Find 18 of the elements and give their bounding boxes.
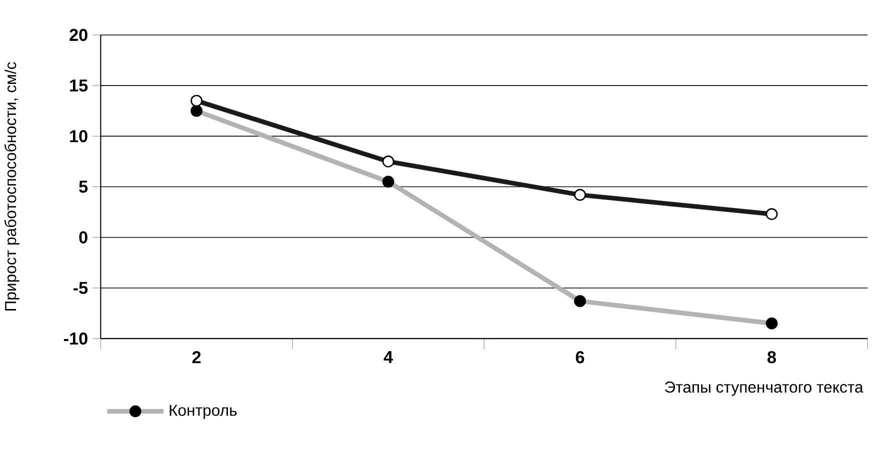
y-tick-label: 10 <box>70 130 88 142</box>
x-axis-title: Этапы ступенчатого текста <box>664 381 864 396</box>
y-tick-label: -5 <box>73 282 88 294</box>
x-tick-label: 8 <box>767 350 776 364</box>
point <box>190 94 202 107</box>
x-tick-label: 2 <box>192 350 201 363</box>
point <box>766 208 778 220</box>
y-tick-label: -10 <box>64 332 88 344</box>
x-tick-label: 4 <box>384 351 393 363</box>
y-tick-label: 15 <box>70 79 88 92</box>
y-axis-title: Прирост работоспособности, см/с <box>4 62 20 310</box>
x-tick-label: 6 <box>576 350 584 364</box>
y-tick-label: 0 <box>79 231 88 244</box>
legend-label: Контроль <box>170 404 237 419</box>
y-tick-label: 5 <box>79 180 88 193</box>
point <box>574 188 586 201</box>
y-tick-label: 20 <box>70 28 88 41</box>
point <box>382 155 394 168</box>
